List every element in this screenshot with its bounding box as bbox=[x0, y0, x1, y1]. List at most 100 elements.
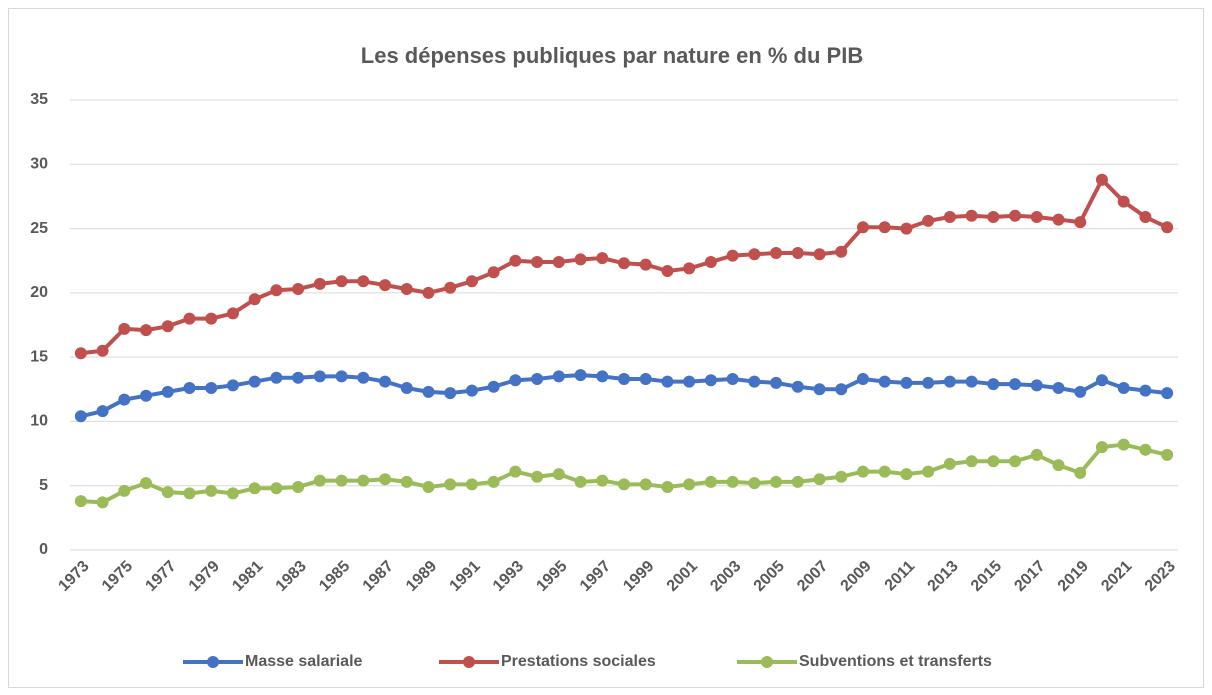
data-point bbox=[922, 214, 935, 227]
legend-label: Subventions et transferts bbox=[799, 653, 992, 670]
data-point bbox=[1074, 385, 1087, 398]
data-point bbox=[205, 382, 218, 394]
data-point bbox=[379, 375, 392, 388]
data-point bbox=[140, 324, 153, 337]
data-point bbox=[140, 389, 153, 402]
data-point bbox=[900, 376, 913, 389]
data-point bbox=[248, 375, 261, 388]
data-point bbox=[74, 410, 87, 423]
data-point bbox=[1117, 382, 1130, 394]
data-point bbox=[748, 375, 761, 388]
data-point bbox=[639, 258, 652, 271]
data-point bbox=[552, 256, 565, 268]
data-point bbox=[357, 275, 370, 288]
data-point bbox=[878, 375, 891, 388]
data-point bbox=[509, 254, 522, 267]
data-point bbox=[74, 347, 87, 360]
data-point bbox=[791, 247, 804, 259]
data-point bbox=[118, 393, 131, 406]
data-point bbox=[596, 252, 609, 265]
data-point bbox=[226, 307, 239, 320]
y-tick-label: 15 bbox=[30, 348, 48, 365]
data-point bbox=[118, 484, 131, 497]
data-point bbox=[661, 375, 674, 388]
data-point bbox=[400, 382, 413, 394]
data-point bbox=[683, 262, 696, 275]
data-point bbox=[161, 320, 174, 333]
data-point bbox=[509, 374, 522, 387]
data-point bbox=[1139, 443, 1152, 456]
data-point bbox=[487, 380, 500, 393]
data-point bbox=[379, 279, 392, 292]
data-point bbox=[270, 284, 283, 297]
data-point bbox=[226, 487, 239, 500]
data-point bbox=[835, 245, 848, 258]
y-tick-label: 25 bbox=[30, 220, 48, 237]
data-point bbox=[574, 369, 587, 382]
data-point bbox=[835, 383, 848, 396]
data-point bbox=[726, 475, 739, 488]
data-point bbox=[704, 475, 717, 488]
data-point bbox=[618, 373, 630, 385]
data-point bbox=[791, 475, 804, 488]
data-point bbox=[1117, 195, 1130, 208]
data-point bbox=[313, 370, 326, 383]
data-point bbox=[552, 370, 565, 383]
data-point bbox=[965, 209, 978, 222]
data-point bbox=[878, 465, 891, 478]
data-point bbox=[552, 468, 565, 481]
data-point bbox=[74, 495, 87, 508]
data-point bbox=[465, 478, 478, 491]
data-point bbox=[726, 249, 739, 262]
data-point bbox=[661, 481, 674, 493]
data-point bbox=[987, 378, 1000, 391]
data-point bbox=[422, 481, 435, 493]
data-point bbox=[683, 375, 696, 388]
data-point bbox=[270, 371, 283, 384]
data-point bbox=[900, 468, 913, 481]
data-point bbox=[357, 371, 370, 384]
data-point bbox=[1009, 455, 1022, 468]
data-point bbox=[205, 312, 218, 325]
data-point bbox=[965, 455, 978, 468]
data-point bbox=[1074, 466, 1087, 479]
data-point bbox=[248, 482, 261, 495]
data-point bbox=[618, 478, 630, 491]
data-point bbox=[335, 275, 348, 288]
data-point bbox=[813, 383, 826, 396]
data-point bbox=[1052, 382, 1065, 394]
data-point bbox=[357, 474, 370, 487]
data-point bbox=[922, 465, 935, 478]
data-point bbox=[161, 486, 174, 499]
legend-label: Masse salariale bbox=[245, 653, 363, 670]
data-point bbox=[1052, 213, 1065, 226]
data-point bbox=[1161, 448, 1174, 461]
data-point bbox=[1095, 173, 1108, 186]
data-point bbox=[987, 455, 1000, 468]
data-point bbox=[379, 473, 392, 486]
chart-frame bbox=[8, 8, 1204, 688]
data-point bbox=[1074, 216, 1087, 229]
data-point bbox=[1161, 387, 1174, 400]
data-point bbox=[943, 211, 956, 223]
data-point bbox=[270, 482, 283, 495]
data-point bbox=[878, 221, 891, 234]
data-point bbox=[183, 382, 196, 394]
data-point bbox=[1030, 448, 1043, 461]
data-point bbox=[856, 465, 869, 478]
data-point bbox=[922, 376, 935, 389]
data-point bbox=[531, 256, 544, 268]
data-point bbox=[748, 477, 761, 490]
data-point bbox=[965, 375, 978, 388]
data-point bbox=[400, 283, 413, 295]
data-point bbox=[1161, 221, 1174, 234]
data-point bbox=[183, 312, 196, 325]
data-point bbox=[465, 384, 478, 397]
legend-marker bbox=[463, 656, 475, 668]
data-point bbox=[748, 248, 761, 261]
data-point bbox=[856, 221, 869, 234]
data-point bbox=[292, 371, 305, 384]
data-point bbox=[813, 473, 826, 486]
data-point bbox=[292, 283, 305, 295]
